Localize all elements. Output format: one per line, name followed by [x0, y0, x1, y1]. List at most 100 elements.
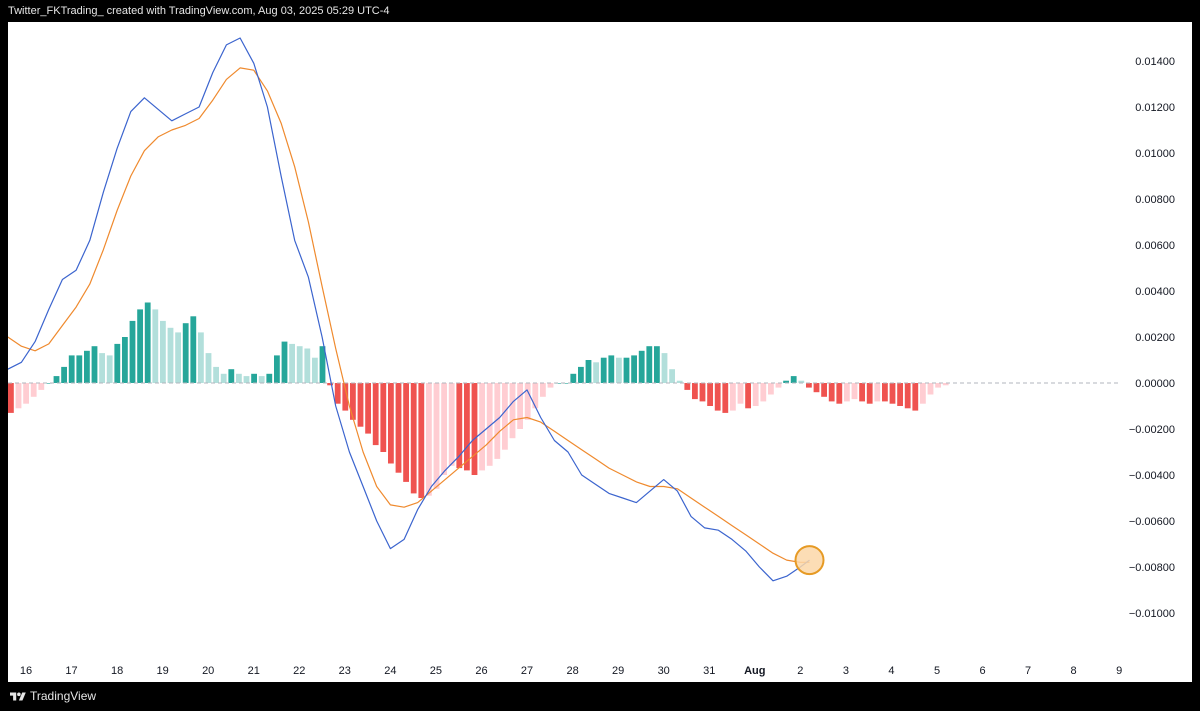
histogram-bar — [266, 373, 273, 383]
y-tick-label: −0.00200 — [1129, 424, 1175, 436]
histogram-bar — [30, 383, 37, 397]
chart-panel[interactable]: 0.01400 0.01200 0.01000 0.00800 0.00600 0.004… — [8, 22, 1192, 682]
histogram-bar — [198, 332, 204, 383]
histogram-bar — [897, 383, 903, 406]
histogram-bar — [281, 341, 288, 383]
x-tick-label: 25 — [430, 665, 442, 677]
histogram-bar — [638, 350, 645, 383]
histogram-bar — [646, 346, 653, 383]
header-bar: Twitter_FKTrading_ created with TradingV… — [0, 0, 1200, 22]
x-tick-label: 26 — [475, 665, 487, 677]
histogram-bar — [220, 373, 227, 383]
histogram-bar — [851, 383, 858, 400]
histogram-bar — [258, 376, 265, 383]
x-tick-label: 16 — [20, 665, 32, 677]
histogram-bar — [821, 383, 827, 397]
histogram-bar — [692, 383, 698, 400]
histogram-bar — [236, 373, 242, 383]
histogram-bar — [517, 383, 523, 429]
histogram-bar — [562, 383, 569, 384]
y-tick-label: 0.00600 — [1135, 240, 1175, 252]
histogram-bar — [585, 360, 592, 383]
x-tick-label: 4 — [888, 665, 894, 677]
histogram-bar — [46, 383, 52, 384]
histogram-bar — [790, 376, 797, 383]
histogram-bar — [912, 383, 919, 411]
macd-line — [8, 37, 810, 582]
x-tick-label: 2 — [797, 665, 803, 677]
histogram-bar — [84, 350, 90, 383]
histogram-bar — [464, 383, 470, 471]
histogram-bar — [448, 383, 455, 466]
histogram-bar — [661, 353, 668, 383]
x-tick-label: 8 — [1071, 665, 1077, 677]
x-tick-label: 30 — [658, 665, 670, 677]
histogram-bar — [608, 355, 615, 383]
histogram-bar — [38, 383, 45, 390]
histogram-bar — [654, 346, 660, 383]
header-title: Twitter_FKTrading_ created with TradingV… — [8, 5, 390, 17]
histogram-bar — [395, 383, 402, 473]
x-tick-label: 20 — [202, 665, 214, 677]
histogram-bar — [365, 383, 371, 434]
histogram-bar — [813, 383, 820, 393]
histogram-bar — [190, 316, 197, 383]
macd-chart[interactable]: 0.01400 0.01200 0.01000 0.00800 0.00600 0.004… — [8, 22, 1192, 682]
y-tick-label: 0.00000 — [1135, 378, 1175, 390]
footer-bar: TradingView — [0, 682, 1200, 711]
histogram-bar — [372, 383, 379, 446]
lines — [8, 37, 810, 582]
histogram-bar — [68, 355, 75, 383]
histogram-bar — [274, 355, 280, 383]
histogram-bar — [433, 383, 440, 489]
x-tick-label: 27 — [521, 665, 533, 677]
histogram-bar — [243, 376, 250, 383]
histogram-bar — [486, 383, 493, 466]
histogram-bar — [426, 383, 432, 496]
signal-line — [8, 67, 810, 564]
histogram-bar — [289, 343, 295, 383]
histogram-bar — [532, 383, 539, 409]
histogram-bar — [494, 383, 501, 459]
histogram-bar — [509, 383, 516, 439]
histogram-bar — [806, 383, 812, 388]
histogram-bar — [106, 355, 113, 383]
highlight-marker — [794, 545, 825, 576]
histogram-bar — [866, 383, 873, 404]
histogram-bar — [479, 383, 485, 471]
y-tick-label: −0.00800 — [1129, 562, 1175, 574]
tradingview-logo-icon — [10, 692, 26, 701]
histogram-bar — [920, 383, 926, 404]
histogram-bar — [669, 369, 675, 383]
x-tick-label: 3 — [843, 665, 849, 677]
histogram-bar — [927, 383, 934, 395]
histogram-bar — [676, 380, 683, 383]
histogram-bar — [129, 320, 136, 383]
histogram-bar — [600, 357, 607, 383]
histogram-bar — [874, 383, 881, 402]
histogram-bar — [76, 355, 83, 383]
histogram-bar — [456, 383, 463, 469]
x-tick-label: 19 — [156, 665, 168, 677]
y-tick-label: 0.01400 — [1135, 56, 1175, 68]
x-tick-label: 7 — [1025, 665, 1031, 677]
histogram-bar — [904, 383, 911, 409]
x-axis[interactable]: 16 17 18 19 20 21 22 23 24 25 26 27 28 29 30 31 Aug 2 3 4 5 6… — [20, 665, 1122, 677]
histogram-bar — [578, 366, 584, 383]
histogram-bar — [768, 383, 774, 395]
y-axis[interactable]: 0.01400 0.01200 0.01000 0.00800 0.00600 0.004… — [1129, 56, 1175, 620]
histogram-bar — [935, 383, 941, 388]
histogram-bar — [122, 337, 128, 383]
x-tick-label: 21 — [248, 665, 260, 677]
y-tick-label: 0.01000 — [1135, 148, 1175, 160]
histogram-bar — [61, 366, 67, 383]
y-tick-label: 0.00800 — [1135, 194, 1175, 206]
y-tick-label: −0.00600 — [1129, 516, 1175, 528]
histogram-bar — [942, 383, 949, 386]
histogram-bar — [160, 320, 166, 383]
x-tick-label: 18 — [111, 665, 123, 677]
histogram-bar — [699, 383, 706, 402]
histogram-bar — [15, 383, 22, 409]
x-tick-label: 24 — [384, 665, 396, 677]
histogram-bar — [714, 383, 721, 411]
